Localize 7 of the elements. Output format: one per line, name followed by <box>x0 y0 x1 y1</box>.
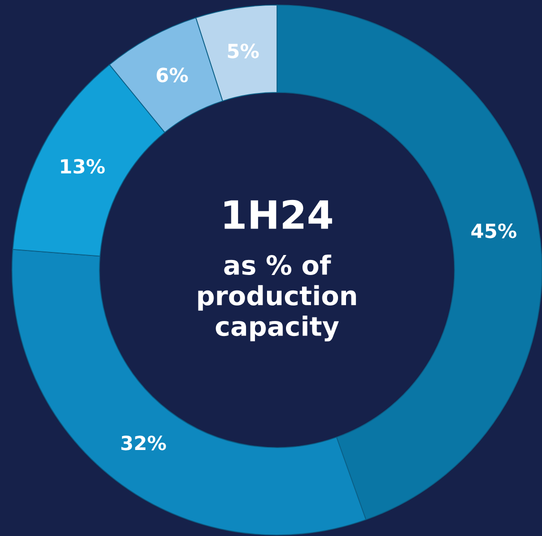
data-label: 32% <box>121 436 166 450</box>
text: 1H24 <box>224 200 332 229</box>
text: as % of production capacity <box>198 254 356 342</box>
data-label: 13% <box>61 158 105 174</box>
data-label: 5% <box>228 44 259 58</box>
data-label: 45% <box>471 223 516 238</box>
data-label: 6% <box>156 68 188 82</box>
